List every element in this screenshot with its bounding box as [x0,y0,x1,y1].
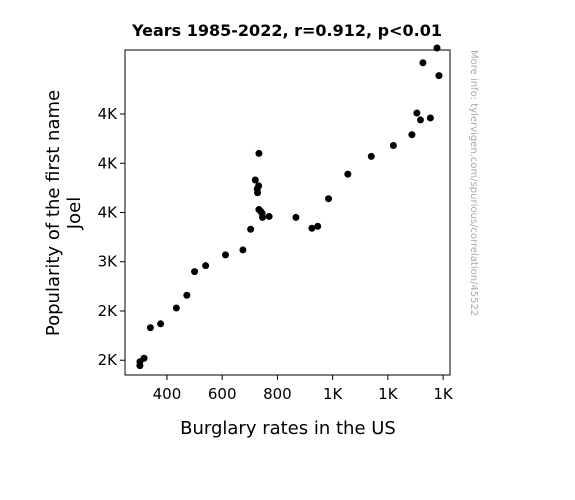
x-tick-label: 1K [323,385,344,403]
data-point [136,362,144,370]
data-point [367,152,375,160]
x-tick-label: 800 [263,385,292,403]
data-point [255,182,263,190]
data-point [265,212,273,220]
source-note: More info: tylervigen.com/spurious/corre… [468,50,479,316]
data-point [416,116,424,124]
data-point [222,251,230,259]
data-point [183,291,191,299]
x-tick-label: 400 [153,385,182,403]
y-tick-label: 2K [98,351,119,369]
data-point [308,224,316,232]
data-point [433,44,441,52]
y-axis: 2K 2K 3K 4K 4K 4K [98,105,125,369]
y-tick-label: 3K [98,253,119,271]
y-tick-label: 4K [98,204,119,222]
data-point [239,246,247,254]
y-axis-label-line-1: Popularity of the first name [43,90,64,336]
data-point [247,225,255,233]
data-point [419,59,427,67]
data-point [426,114,434,122]
y-tick-label: 4K [98,105,119,123]
chart-title: Years 1985-2022, r=0.912, p<0.01 [131,21,442,40]
data-point [344,170,352,178]
data-point [413,109,421,117]
data-point [146,324,154,332]
y-tick-label: 2K [98,302,119,320]
data-point [191,268,199,276]
x-tick-label: 600 [208,385,237,403]
y-tick-label: 4K [98,154,119,172]
x-axis: 400 600 800 1K 1K 1K [153,375,454,403]
data-point [255,149,263,157]
data-point [255,206,263,214]
data-point [435,72,443,80]
data-point [202,262,210,270]
data-point [251,176,259,184]
data-points [136,44,443,370]
plot-area-frame [124,49,451,376]
y-axis-label-line-2: Joel [64,197,85,230]
x-tick-label: 1K [433,385,454,403]
data-point [325,195,333,203]
data-point [157,320,165,328]
data-point [314,222,322,230]
data-point [292,213,300,221]
x-axis-label: Burglary rates in the US [180,418,396,439]
data-point [389,142,397,150]
data-point [408,131,416,139]
x-tick-label: 1K [378,385,399,403]
data-point [172,304,180,312]
